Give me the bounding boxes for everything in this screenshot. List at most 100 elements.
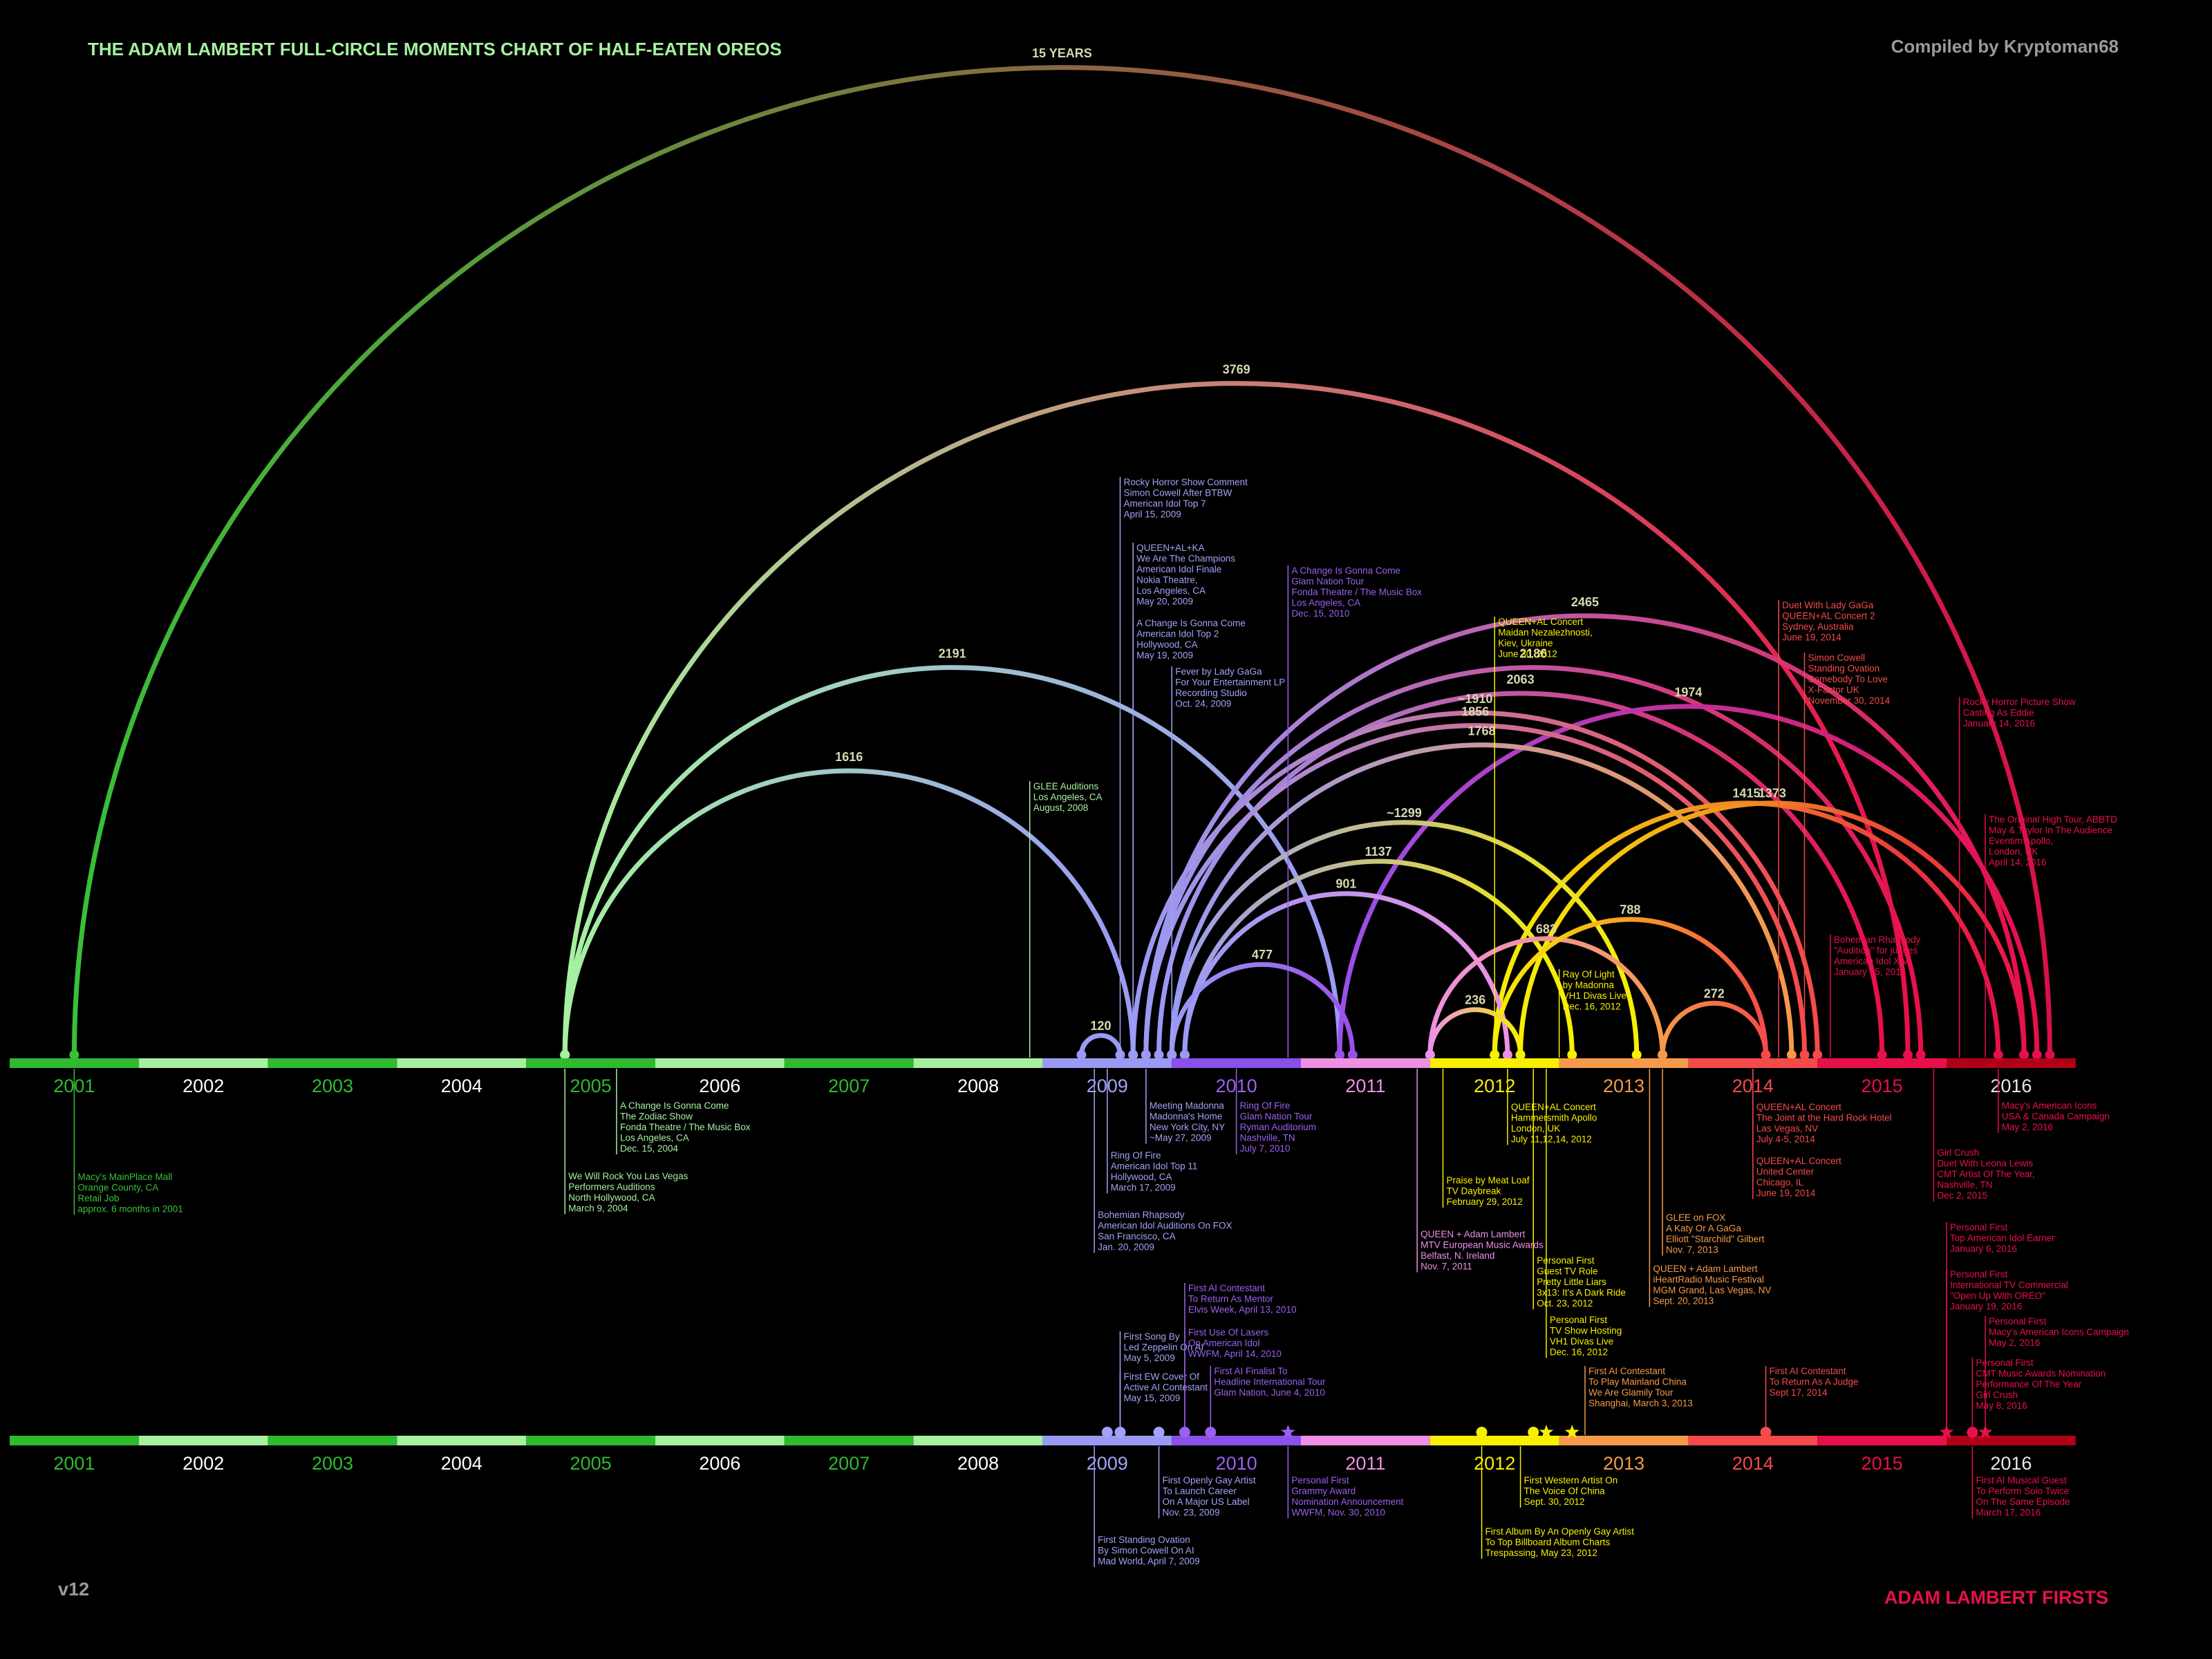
- annotation-line: Bohemian Rhapsody: [1098, 1210, 1185, 1220]
- annotation-line: By Simon Cowell On AI: [1098, 1546, 1194, 1556]
- bottom-year-label: 2016: [1990, 1453, 2032, 1474]
- annotation-line: North Hollywood, CA: [568, 1192, 655, 1203]
- annotation-line: March 9, 2004: [568, 1203, 628, 1214]
- top-year-label: 2006: [699, 1076, 740, 1096]
- bottom-year-label: 2006: [699, 1453, 740, 1474]
- annotation-line: Fever by Lady GaGa: [1175, 666, 1262, 677]
- annotation-line: Rocky Horror Picture Show: [1963, 697, 2076, 707]
- annotation-line: Personal First: [1550, 1315, 1608, 1325]
- arc-label: ~1299: [1387, 806, 1422, 820]
- top-band-2001: [10, 1058, 139, 1068]
- bottom-year-label: 2003: [312, 1453, 353, 1474]
- annotation-line: Retail Job: [77, 1193, 119, 1203]
- annotation-line: On A Major US Label: [1163, 1497, 1250, 1507]
- annotation-line: Hammersmith Apollo: [1511, 1113, 1597, 1123]
- arc-endpoint: [1141, 1050, 1151, 1060]
- annotation-line: American Idol Finale: [1136, 564, 1221, 574]
- top-year-label: 2005: [570, 1076, 612, 1096]
- annotation-line: June 19, 2014: [1756, 1188, 1816, 1199]
- annotation-line: First AI Contestant: [1188, 1283, 1265, 1293]
- first-star-marker: [1539, 1425, 1554, 1438]
- arc-endpoint: [1347, 1050, 1358, 1060]
- arc-18: [1169, 962, 1356, 1056]
- arc-8: [1130, 710, 1820, 1056]
- annotation-line: QUEEN + Adam Lambert: [1653, 1264, 1757, 1274]
- arc-endpoint: [1631, 1050, 1642, 1060]
- annotation-line: WWFM, April 14, 2010: [1188, 1349, 1282, 1359]
- annotation-line: Eventim Apollo,: [1989, 836, 2053, 846]
- annotation-line: American Idol Top 11: [1111, 1161, 1198, 1172]
- annotation-line: July 4-5, 2014: [1756, 1134, 1815, 1145]
- arc-label: 1856: [1461, 705, 1489, 719]
- firsts-timeline: 2001 2002 2003 2004 2005 2006 2007 2008 2009 2010…: [10, 1436, 2076, 1474]
- top-year-label: 2002: [182, 1076, 224, 1096]
- annotation-line: American Idol Auditions On FOX: [1098, 1221, 1232, 1231]
- arc-label: 1373: [1759, 787, 1786, 800]
- annotation-line: Macy's American Icons Campaign: [1989, 1327, 2129, 1338]
- arc-15: [1182, 891, 1510, 1056]
- annotation-line: GLEE on FOX: [1666, 1212, 1725, 1223]
- annotation-line: London, UK: [1511, 1123, 1560, 1134]
- arc-7: [1337, 704, 2040, 1056]
- annotation-line: First AI Musical Guest: [1976, 1475, 2067, 1485]
- annotation-line: Dec. 15, 2004: [620, 1143, 679, 1154]
- annotation-line: Ryman Auditorium: [1240, 1122, 1316, 1132]
- annotation-line: For Your Entertainment LP: [1175, 677, 1285, 688]
- annotation-line: Shanghai, March 3, 2013: [1588, 1398, 1693, 1409]
- arc-endpoint: [1154, 1050, 1164, 1060]
- annotation-line: Nashville, TN: [1240, 1133, 1295, 1143]
- annotation-line: January 14, 2016: [1963, 718, 2035, 729]
- bottom-band-2010: [1172, 1436, 1301, 1445]
- annotation-line: Macy's American Icons: [2002, 1100, 2097, 1111]
- top-year-label: 2008: [957, 1076, 999, 1096]
- annotation-line: Nov. 23, 2009: [1163, 1508, 1220, 1518]
- annotation-line: Los Angeles, CA: [1136, 585, 1206, 596]
- arc-21: [1078, 1033, 1123, 1056]
- annotation-line: Elvis Week, April 13, 2010: [1188, 1304, 1297, 1315]
- arc-label: 2191: [939, 647, 966, 661]
- annotation-line: The Original High Tour, ABBTD: [1989, 814, 2117, 825]
- annotation-line: May 5, 2009: [1123, 1353, 1174, 1363]
- annotation-line: First Openly Gay Artist: [1163, 1475, 1256, 1485]
- annotation-line: April 15, 2009: [1123, 509, 1181, 520]
- bottom-band-2006: [655, 1436, 785, 1445]
- bottom-band-2014: [1688, 1436, 1818, 1445]
- annotation-line: Ring Of Fire: [1111, 1150, 1161, 1161]
- arc-2: [562, 665, 1342, 1056]
- annotation-line: International TV Commercial: [1950, 1280, 2068, 1291]
- annotation-line: USA & Canada Campaign: [2002, 1112, 2110, 1122]
- annotation-line: January 6, 2016: [1950, 1244, 2017, 1254]
- annotation-line: QUEEN+AL Concert: [1498, 617, 1583, 627]
- annotation-line: Somebody To Love: [1808, 674, 1888, 684]
- arc-16: [1427, 936, 1665, 1056]
- arc-endpoint: [1515, 1050, 1526, 1060]
- annotation-line: We Will Rock You Las Vegas: [568, 1171, 688, 1181]
- bottom-band-2016: [1947, 1436, 2076, 1445]
- bottom-band-2015: [1817, 1436, 1947, 1445]
- annotation-line: Madonna's Home: [1150, 1112, 1222, 1122]
- annotation-line: Rocky Horror Show Comment: [1123, 477, 1248, 487]
- version-label: v12: [58, 1579, 89, 1600]
- arc-endpoint: [1993, 1050, 2003, 1060]
- annotation-line: Sept. 30, 2012: [1524, 1497, 1585, 1507]
- annotation-line: Oct. 24, 2009: [1175, 699, 1231, 709]
- annotation-line: Girl Crush: [1976, 1390, 2018, 1400]
- top-year-label: 2003: [312, 1076, 353, 1096]
- top-band-2003: [268, 1058, 397, 1068]
- bottom-year-label: 2015: [1862, 1453, 1903, 1474]
- annotation-line: A Change Is Gonna Come: [620, 1100, 729, 1111]
- annotation-line: May 15, 2009: [1123, 1393, 1180, 1403]
- annotation-line: January 15, 2015: [1834, 967, 1906, 977]
- arc-label: 15 YEARS: [1032, 46, 1092, 60]
- arc-label: 2186: [1519, 647, 1547, 661]
- annotation-line: March 17, 2016: [1976, 1508, 2041, 1518]
- annotation-line: Maidan Nezalezhnosti,: [1498, 628, 1593, 638]
- annotation-line: QUEEN+AL Concert: [1756, 1156, 1841, 1166]
- annotation-line: Simon Cowell After BTBW: [1123, 488, 1232, 498]
- arc-endpoint: [1761, 1050, 1771, 1060]
- annotation-line: United Center: [1756, 1167, 1815, 1177]
- annotation-line: Kiev, Ukraine: [1498, 638, 1553, 648]
- annotation-line: "Audition" for judges: [1834, 946, 1918, 956]
- annotation-line: April 14, 2016: [1989, 857, 2046, 868]
